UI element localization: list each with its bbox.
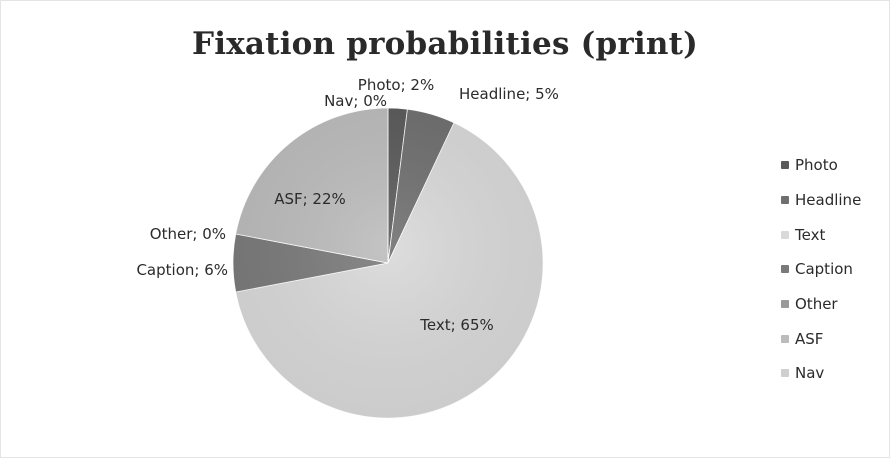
legend-swatch-other bbox=[781, 300, 789, 309]
legend-swatch-headline bbox=[781, 196, 789, 205]
legend-label-headline: Headline bbox=[795, 191, 862, 210]
legend: Photo Headline Text Caption Other ASF Na… bbox=[781, 148, 886, 391]
legend-item-text: Text bbox=[781, 217, 886, 252]
legend-label-asf: ASF bbox=[795, 329, 824, 348]
data-label-other: Other; 0% bbox=[150, 225, 226, 243]
legend-item-asf: ASF bbox=[781, 321, 886, 356]
legend-item-headline: Headline bbox=[781, 183, 886, 218]
data-label-caption: Caption; 6% bbox=[136, 261, 228, 279]
legend-swatch-photo bbox=[781, 161, 789, 170]
data-label-headline: Headline; 5% bbox=[459, 85, 559, 103]
legend-label-photo: Photo bbox=[795, 156, 838, 175]
data-label-text: Text; 65% bbox=[419, 316, 494, 334]
legend-label-caption: Caption bbox=[795, 260, 853, 279]
legend-swatch-nav bbox=[781, 369, 789, 378]
legend-item-nav: Nav bbox=[781, 356, 886, 391]
legend-swatch-asf bbox=[781, 334, 789, 343]
legend-label-text: Text bbox=[795, 225, 826, 244]
legend-label-other: Other bbox=[795, 295, 838, 314]
data-label-photo: Photo; 2% bbox=[358, 76, 434, 94]
data-label-asf: ASF; 22% bbox=[274, 190, 346, 208]
legend-swatch-caption bbox=[781, 265, 789, 274]
legend-label-nav: Nav bbox=[795, 364, 825, 383]
legend-item-caption: Caption bbox=[781, 252, 886, 287]
legend-item-photo: Photo bbox=[781, 148, 886, 183]
legend-item-other: Other bbox=[781, 287, 886, 322]
chart-title: Fixation probabilities (print) bbox=[192, 26, 698, 62]
legend-swatch-text bbox=[781, 230, 789, 239]
data-label-nav: Nav; 0% bbox=[324, 92, 387, 110]
